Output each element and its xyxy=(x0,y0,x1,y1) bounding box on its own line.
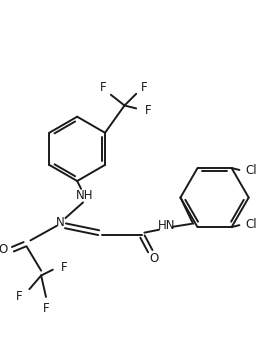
Text: NH: NH xyxy=(76,189,94,202)
Text: N: N xyxy=(56,216,65,230)
Text: F: F xyxy=(16,290,23,303)
Text: Cl: Cl xyxy=(245,164,257,177)
Text: F: F xyxy=(43,302,49,315)
Text: F: F xyxy=(61,261,68,274)
Text: HN: HN xyxy=(158,219,176,232)
Text: Cl: Cl xyxy=(245,218,257,231)
Text: F: F xyxy=(141,81,147,94)
Text: O: O xyxy=(150,252,159,265)
Text: F: F xyxy=(145,104,151,117)
Text: O: O xyxy=(0,243,8,256)
Text: F: F xyxy=(100,81,106,94)
